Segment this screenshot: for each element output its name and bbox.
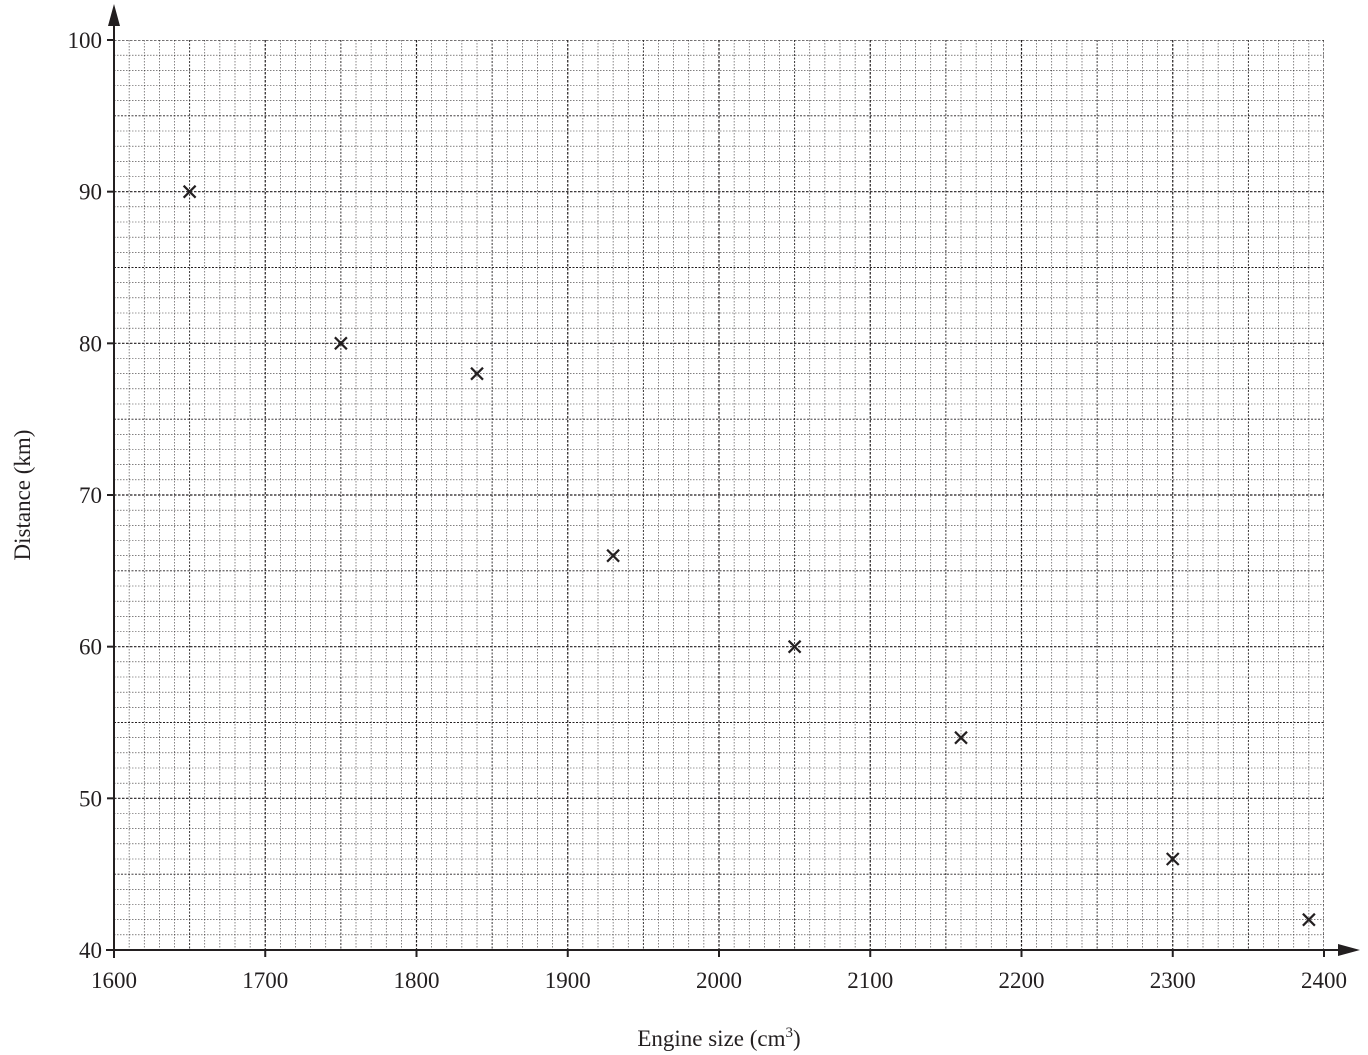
y-tick-label: 60	[79, 635, 102, 660]
x-tick-label: 2300	[1150, 968, 1196, 993]
data-points	[182, 184, 1316, 927]
data-point	[182, 184, 197, 199]
y-tick-label: 40	[79, 938, 102, 963]
data-point-stroke	[470, 366, 484, 381]
x-tick-label: 2100	[847, 968, 893, 993]
x-axis-label: Engine size (cm3)	[637, 1025, 800, 1051]
y-tick-label: 70	[79, 483, 102, 508]
data-point-stroke	[954, 730, 968, 745]
data-point-stroke	[1165, 852, 1180, 866]
data-point-stroke	[606, 548, 620, 563]
grid	[114, 40, 1324, 950]
tick-labels: 1600 1700 1800 1900 2000 2100 2200 2300 2400 40 50…	[68, 28, 1348, 993]
data-point	[334, 336, 348, 351]
data-point	[1302, 912, 1316, 927]
y-tick-label: 50	[79, 786, 102, 811]
x-tick-label: 1800	[394, 968, 440, 993]
x-tick-label: 2200	[999, 968, 1045, 993]
y-tick-label: 100	[68, 28, 103, 53]
data-point	[787, 639, 802, 654]
x-tick-label: 2400	[1301, 968, 1347, 993]
x-tick-label: 1900	[545, 968, 591, 993]
data-point-stroke	[787, 639, 802, 654]
y-axis-label: Distance (km)	[10, 430, 35, 561]
data-point	[954, 730, 968, 745]
x-tick-label: 1700	[242, 968, 288, 993]
axes	[106, 4, 1360, 958]
data-point-stroke	[334, 336, 348, 351]
x-axis-arrow	[1338, 944, 1360, 956]
data-point-stroke	[1302, 912, 1316, 927]
y-tick-label: 90	[79, 180, 102, 205]
data-point-stroke	[182, 184, 197, 199]
y-tick-label: 80	[79, 331, 102, 356]
x-tick-label: 2000	[696, 968, 742, 993]
data-point	[1165, 852, 1180, 866]
data-point	[606, 548, 620, 563]
data-point	[470, 366, 484, 381]
y-axis-arrow	[108, 4, 120, 26]
x-tick-label: 1600	[91, 968, 137, 993]
